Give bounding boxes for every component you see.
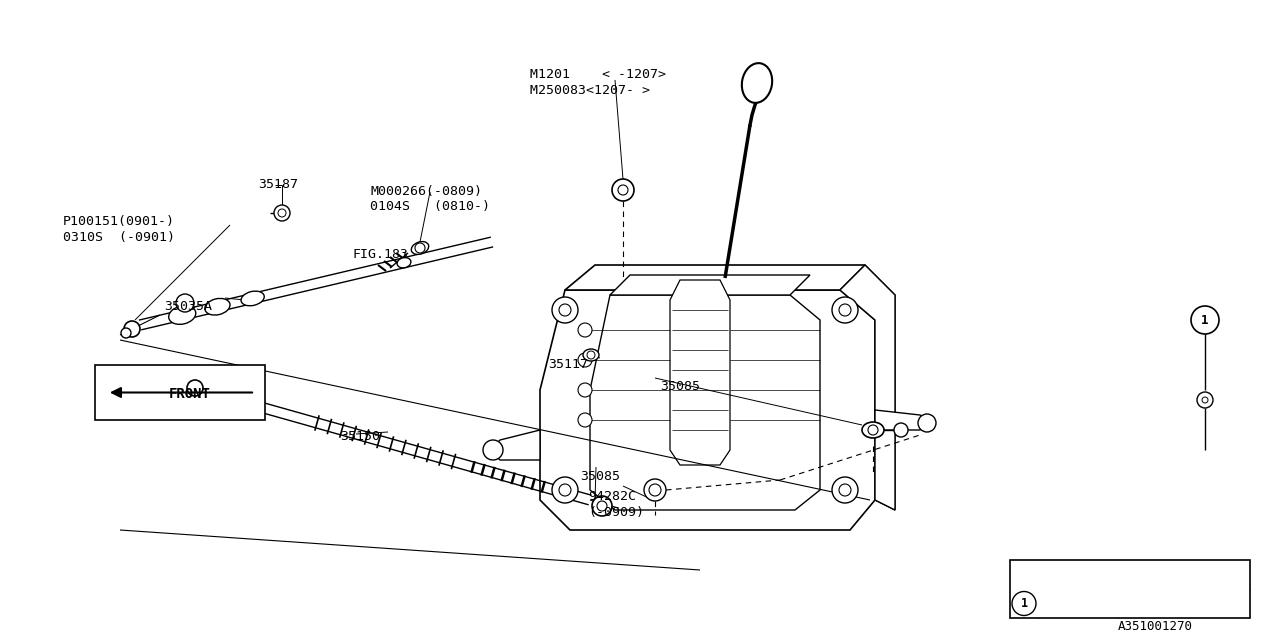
Circle shape [579,413,593,427]
Circle shape [868,425,878,435]
Ellipse shape [205,298,230,315]
Text: W410038: W410038 [1042,596,1094,609]
Circle shape [1197,392,1213,408]
Bar [1010,560,1251,618]
Text: 35085: 35085 [580,470,620,483]
Text: 35117: 35117 [548,358,588,371]
Circle shape [552,297,579,323]
Circle shape [559,304,571,316]
Circle shape [559,484,571,496]
Text: 1: 1 [1020,597,1028,610]
Text: M250083<1207- >: M250083<1207- > [530,84,650,97]
Ellipse shape [861,422,884,438]
Circle shape [618,185,628,195]
Circle shape [612,179,634,201]
Circle shape [593,496,612,516]
Text: (-0909): (-0909) [588,506,644,519]
Text: 35187: 35187 [259,178,298,191]
Text: 35085: 35085 [660,380,700,393]
Text: P100151(0901-): P100151(0901-) [63,215,175,228]
Circle shape [124,321,140,337]
Text: M1201    < -1207>: M1201 < -1207> [530,68,666,81]
Circle shape [596,501,607,511]
Text: 35150: 35150 [340,430,380,443]
Ellipse shape [241,291,264,306]
Polygon shape [840,265,895,510]
Polygon shape [840,265,895,510]
Ellipse shape [742,63,772,103]
Circle shape [579,323,593,337]
Text: 0104S   (0810-): 0104S (0810-) [370,200,490,213]
Text: <1209- >: <1209- > [1123,568,1181,581]
Circle shape [1190,306,1219,334]
Bar [95,365,265,420]
Circle shape [832,297,858,323]
Circle shape [579,353,593,367]
Circle shape [832,477,858,503]
Text: A351001270: A351001270 [1117,620,1193,633]
Circle shape [1012,591,1036,616]
Circle shape [1202,397,1208,403]
Ellipse shape [411,241,429,255]
Circle shape [177,294,195,312]
Text: 1: 1 [1201,314,1208,326]
Text: FRONT: FRONT [169,387,211,401]
Circle shape [649,484,660,496]
Ellipse shape [397,258,411,268]
Polygon shape [611,275,810,295]
Text: 0310S  (-0901): 0310S (-0901) [63,231,175,244]
Circle shape [893,423,908,437]
Polygon shape [669,280,730,465]
Text: FIG.183: FIG.183 [352,248,408,261]
Circle shape [274,205,291,221]
Polygon shape [876,410,931,430]
Circle shape [579,383,593,397]
Text: 35035A: 35035A [164,300,212,313]
Ellipse shape [582,349,599,361]
Circle shape [122,328,131,338]
Circle shape [552,477,579,503]
Polygon shape [564,265,865,290]
Circle shape [278,209,285,217]
Circle shape [644,479,666,501]
Circle shape [838,304,851,316]
Polygon shape [490,430,540,460]
Circle shape [838,484,851,496]
Circle shape [588,351,595,359]
Polygon shape [590,295,820,510]
Text: < -1209>: < -1209> [1123,596,1181,609]
Circle shape [187,380,204,396]
Polygon shape [540,290,876,530]
Circle shape [483,440,503,460]
Text: M000266(-0809): M000266(-0809) [370,185,483,198]
Circle shape [415,243,425,253]
Text: 94282C: 94282C [588,490,636,503]
Ellipse shape [169,306,196,324]
Text: W410045: W410045 [1042,568,1094,581]
Circle shape [918,414,936,432]
